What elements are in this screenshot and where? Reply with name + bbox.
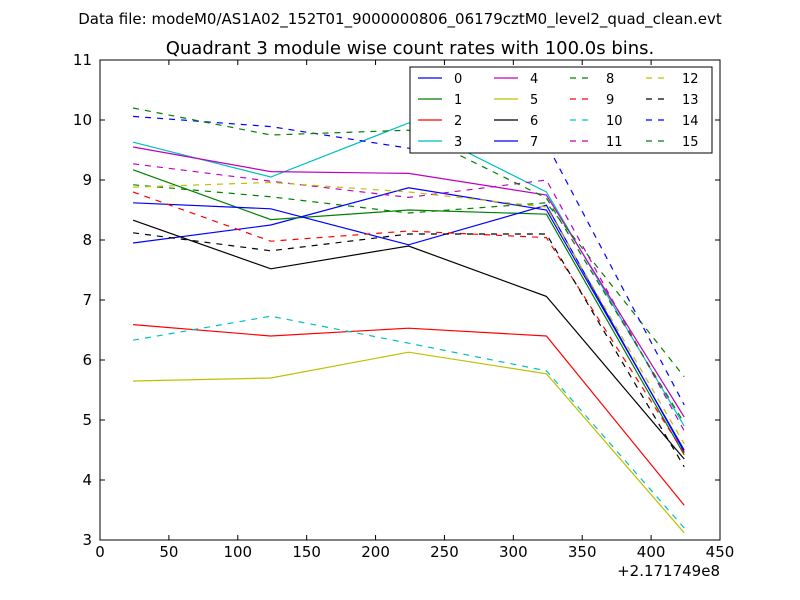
series-line-13	[133, 232, 685, 468]
legend-label-13: 13	[682, 93, 699, 108]
x-tick-label: 200	[361, 543, 390, 561]
y-tick-label: 8	[82, 231, 92, 249]
x-tick-label: 300	[499, 543, 528, 561]
x-tick-label: 400	[637, 543, 666, 561]
x-tick-label: 50	[159, 543, 178, 561]
series-line-12	[133, 181, 685, 445]
y-tick-label: 7	[82, 291, 92, 309]
legend-label-3: 3	[454, 135, 462, 150]
series-line-14	[133, 115, 685, 406]
legend-label-14: 14	[682, 114, 699, 129]
series-line-7	[133, 202, 685, 453]
x-tick-label: 250	[430, 543, 459, 561]
legend-label-4: 4	[530, 72, 538, 87]
y-tick-label: 11	[73, 51, 92, 69]
x-axis-offset-label: +2.171749e8	[617, 562, 720, 580]
series-line-5	[133, 351, 685, 534]
legend-label-1: 1	[454, 93, 462, 108]
y-tick-label: 3	[82, 531, 92, 549]
series-line-15	[132, 107, 685, 424]
x-tick-label: 450	[706, 543, 735, 561]
chart-title: Quadrant 3 module wise count rates with …	[166, 38, 655, 59]
x-tick-label: 350	[568, 543, 597, 561]
legend-label-8: 8	[606, 72, 614, 87]
y-tick-label: 10	[73, 111, 92, 129]
y-tick-label: 5	[82, 411, 92, 429]
legend-label-5: 5	[530, 93, 538, 108]
x-tick-label: 100	[223, 543, 252, 561]
legend-label-7: 7	[530, 135, 538, 150]
series-line-9	[132, 191, 685, 454]
x-tick-label: 0	[95, 543, 105, 561]
legend-label-15: 15	[682, 135, 699, 150]
series-line-1	[132, 169, 685, 456]
series-line-6	[132, 219, 685, 460]
x-axis: 0 50 100 150 200 250 300 350 400 450	[95, 60, 734, 561]
legend-label-10: 10	[606, 114, 623, 129]
series-line-10	[132, 315, 685, 529]
legend-label-9: 9	[606, 93, 614, 108]
series-layer	[132, 107, 685, 534]
plot-area: 0 50 100 150 200 250 300 350 400 450 34567891011 …	[73, 51, 734, 580]
series-line-8	[133, 184, 685, 378]
legend-label-6: 6	[530, 114, 538, 129]
series-line-4	[132, 146, 685, 418]
legend-label-0: 0	[454, 72, 462, 87]
legend-label-12: 12	[682, 72, 699, 87]
legend-box	[409, 66, 713, 154]
x-tick-label: 150	[292, 543, 321, 561]
y-tick-label: 6	[82, 351, 92, 369]
legend-label-11: 11	[606, 135, 623, 150]
series-line-11	[133, 163, 685, 432]
y-tick-label: 4	[82, 471, 92, 489]
series-line-0	[133, 187, 685, 451]
y-tick-label: 9	[82, 171, 92, 189]
legend-label-2: 2	[454, 114, 462, 129]
data-file-label: Data file: modeM0/AS1A02_152T01_90000008…	[78, 10, 722, 29]
series-line-2	[133, 324, 685, 506]
